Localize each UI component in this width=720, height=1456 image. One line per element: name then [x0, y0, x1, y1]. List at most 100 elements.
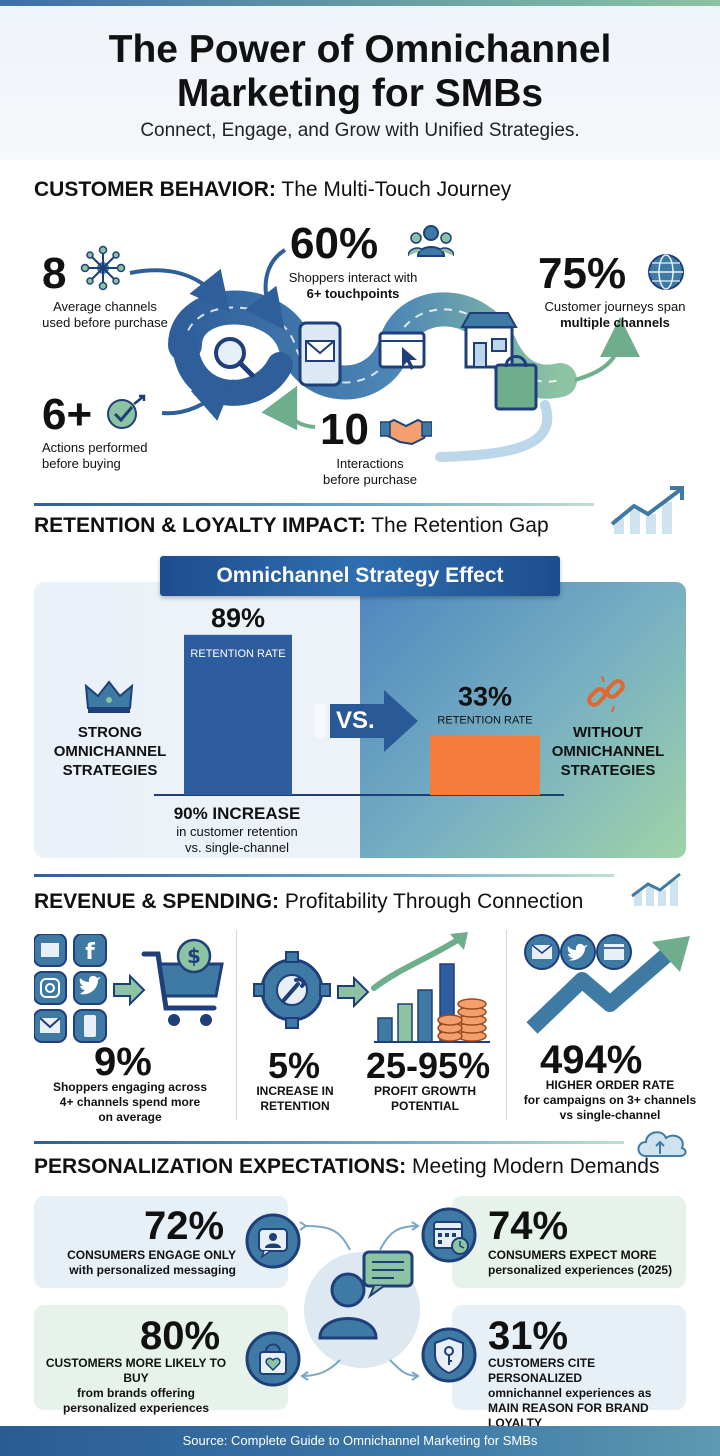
card-31 [452, 1305, 686, 1410]
header [0, 0, 720, 160]
twitter-icon [73, 971, 107, 1005]
retention-chart: 89% RETENTION RATE 33% RETENTION RATE [154, 603, 564, 796]
retention-bar-1 [184, 634, 292, 795]
order-growth-illustration [524, 934, 690, 1034]
retention-rate-label-1: RETENTION RATE [190, 648, 285, 660]
arrow-touchpoints [244, 248, 287, 330]
increase-line-2: vs. single-channel [184, 840, 290, 855]
card-72-label: CONSUMERS ENGAGE ONLY with personalized m… [67, 1248, 236, 1277]
globe-icon [648, 254, 684, 290]
arrow-right-icon-2 [337, 975, 370, 1009]
personalization-title-rest: Meeting Modern Demands [406, 1155, 660, 1178]
behavior-title-bold: CUSTOMER BEHAVIOR: [34, 178, 276, 201]
revenue-title-bold: REVENUE & SPENDING: [34, 890, 280, 913]
col-separator-2 [506, 930, 507, 1120]
coin-stack-icon [437, 998, 487, 1042]
stat-interactions-label: Interactions before purchase [323, 456, 417, 487]
chat-user-icon [245, 1213, 301, 1269]
card-72-value: 72% [144, 1204, 225, 1248]
arrow-right-icon [113, 973, 146, 1007]
cloud-icon [637, 1131, 687, 1157]
personalization-section-title: PERSONALIZATION EXPECTATIONS: Meeting Mo… [34, 1155, 659, 1179]
network-icon [80, 245, 126, 291]
divider-1 [34, 503, 594, 506]
revenue-channels-illustration: f $ [34, 934, 224, 1043]
broken-link-icon [587, 675, 625, 713]
stat-profit-label: PROFIT GROWTH POTENTIAL [374, 1084, 476, 1113]
behavior-title-rest: The Multi-Touch Journey [275, 178, 512, 201]
calendar-clock-icon [421, 1207, 477, 1263]
stat-profit-value: 25-95% [366, 1045, 491, 1086]
stat-journeys-label: Customer journeys span multiple channels [544, 299, 686, 330]
vs-arrow [314, 690, 418, 752]
card-31-label: CUSTOMERS CITE PERSONALIZED omnichannel e… [488, 1356, 652, 1430]
stat-retention-value: 5% [268, 1045, 321, 1086]
header-top-bar [0, 0, 720, 6]
facebook-icon: f [73, 934, 107, 967]
gear-wrench-icon [253, 951, 331, 1029]
card-80-label: CUSTOMERS MORE LIKELY TO BUY from brands … [45, 1356, 227, 1415]
stat-channels-value: 8 [42, 249, 67, 298]
browser-icon-small [596, 934, 632, 970]
strategy-banner: Omnichannel Strategy Effect [160, 556, 560, 596]
people-group-icon [408, 225, 454, 257]
card-74-label: CONSUMERS EXPECT MORE personalized experi… [488, 1248, 673, 1277]
stat-interactions-value: 10 [320, 405, 369, 454]
connector-lines [299, 1221, 420, 1381]
handshake-icon [380, 418, 432, 446]
crown-icon [84, 680, 134, 713]
divider-2 [34, 874, 614, 877]
arrow-actions [161, 379, 235, 421]
title-line-2: Marketing for SMBs [176, 72, 544, 115]
arrow-interactions [261, 385, 316, 431]
mobile-app-icon [73, 1009, 107, 1043]
stat-order-value: 494% [540, 1038, 643, 1082]
retention-value-label-1: 89% [211, 603, 265, 633]
growth-arrow-icon [526, 936, 690, 1034]
increase-line-1: in customer retention [176, 824, 298, 839]
stat-spend-label: Shoppers engaging across 4+ channels spen… [52, 1080, 208, 1124]
profit-illustration [253, 932, 490, 1043]
stat-actions-label: Actions performed before buying [42, 440, 148, 471]
retention-bar-2 [430, 735, 540, 795]
checkmark-icon [107, 394, 146, 429]
browser-cursor-icon [378, 331, 426, 370]
trend-up-icon [610, 486, 684, 534]
retention-section-title: RETENTION & LOYALTY IMPACT: The Retentio… [34, 514, 549, 538]
page-subtitle: Connect, Engage, and Grow with Unified S… [140, 120, 580, 141]
browser-app-icon [34, 934, 67, 967]
bar-growth-icon [631, 872, 681, 906]
store-icon [460, 312, 518, 369]
arrow-channels [129, 268, 231, 313]
chat-bubble-icon [362, 1250, 414, 1299]
stat-order-label: HIGHER ORDER RATE for campaigns on 3+ cha… [523, 1078, 697, 1122]
personalization-illustration [299, 1221, 420, 1381]
personalization-title-bold: PERSONALIZATION EXPECTATIONS: [34, 1155, 407, 1178]
title-line-1: The Power of Omnichannel [108, 28, 612, 71]
vs-label: VS. [336, 707, 375, 734]
card-74 [452, 1196, 686, 1288]
footer-source: Source: Complete Guide to Omnichannel Ma… [0, 1426, 720, 1456]
email-app-icon [34, 1009, 67, 1043]
phone-mail-icon [298, 321, 342, 387]
page-title: The Power of Omnichannel Marketing for S… [0, 28, 720, 116]
retention-title-bold: RETENTION & LOYALTY IMPACT: [34, 514, 366, 537]
svg-text:f: f [85, 940, 95, 965]
stat-channels-label: Average channels used before purchase [42, 299, 168, 330]
shield-key-icon [421, 1327, 477, 1383]
increase-title: 90% INCREASE [173, 804, 301, 823]
shopping-cart-icon: $ [141, 938, 224, 1026]
col-separator-1 [236, 930, 237, 1120]
card-31-value: 31% [488, 1314, 569, 1358]
card-80-value: 80% [140, 1314, 221, 1358]
retention-increase: 90% INCREASE in customer retention vs. s… [152, 804, 322, 856]
retention-rate-label-2: RETENTION RATE [437, 715, 532, 727]
arrow-journeys [574, 317, 640, 382]
bag-heart-icon [245, 1331, 301, 1387]
email-icon-small [524, 934, 560, 970]
strong-strategies-label: STRONG OMNICHANNEL STRATEGIES [53, 724, 167, 779]
svg-text:$: $ [187, 944, 201, 968]
stat-touchpoints-label: Shoppers interact with 6+ touchpoints [288, 270, 418, 301]
retention-value-label-2: 33% [458, 682, 512, 712]
retention-title-rest: The Retention Gap [365, 514, 549, 537]
